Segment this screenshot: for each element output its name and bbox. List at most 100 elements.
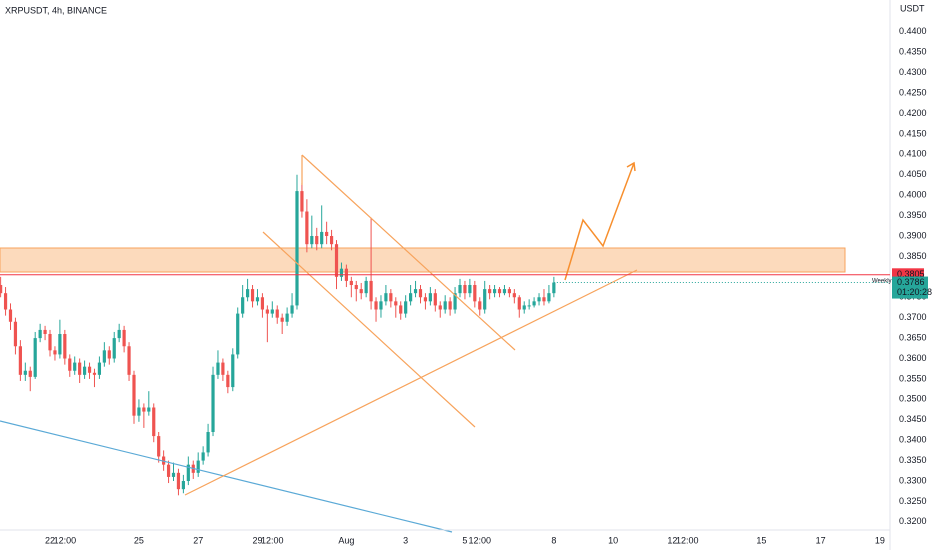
candle-body [468,285,472,294]
x-tick-label: 12:00 [676,535,699,545]
candle-body [428,293,432,302]
y-tick-label: 0.4100 [899,149,927,159]
candle-body [166,464,171,477]
candle-body [255,297,260,302]
x-tick-label: 17 [816,535,826,545]
symbol-title: XRPUSDT, 4h, BINANCE [5,5,107,15]
candle-body [53,350,57,355]
candle-body [216,362,220,375]
candle-body [413,289,418,294]
x-tick-label: 25 [134,535,144,545]
candle-body [137,407,141,416]
resistance-zone [0,247,846,273]
candle-body [157,436,161,457]
candle-body [107,350,111,359]
y-tick-label: 0.4150 [899,128,927,138]
level-name: Weekly [872,278,892,284]
candle-body [512,293,516,298]
candle-body [310,236,314,245]
y-tick-label: 0.3350 [899,455,927,465]
candle-body [8,309,13,322]
y-tick-label: 0.3850 [899,251,927,261]
candle-body [142,407,146,412]
candle-body [305,211,309,245]
candle-body [418,289,423,298]
candle-body [38,329,42,339]
candle-body [384,293,388,302]
candle-body [458,285,462,294]
candle-body [3,293,8,310]
candle-body [522,305,526,310]
support-line [184,269,638,496]
y-tick-label: 0.3200 [899,516,927,526]
candle-body [502,289,507,294]
candle-body [236,313,240,355]
candle-body [453,293,457,310]
zone-layer [0,247,846,273]
candle-body [152,407,156,437]
candle-body [147,407,151,412]
y-tick-label: 0.4050 [899,169,927,179]
candle-body [275,309,279,318]
candle-body [280,317,284,322]
candle-body [206,432,210,453]
candle-body [448,301,452,310]
candle-body [226,374,230,388]
candle-body [537,297,541,302]
candle-body [552,282,556,294]
candle-body [507,289,512,294]
x-tick-label: 12 [667,535,677,545]
candle-body [87,366,92,373]
x-tick-label: 12:00 [54,535,77,545]
candle-body [97,362,102,375]
candle-body [389,293,393,302]
candle-body [394,301,398,306]
x-tick-label: 3 [403,535,408,545]
candle-body [33,338,37,377]
candle-body [379,301,383,310]
x-tick-label: 5 [462,535,467,545]
x-tick-label: Aug [338,535,354,545]
candle-body [443,301,447,310]
candle-body [492,289,497,294]
candle-body [290,305,294,314]
candle-body [265,309,269,314]
candle-body [122,329,126,347]
y-tick-label: 0.4200 [899,108,927,118]
candle-body [349,280,353,286]
candle-body [102,350,106,363]
x-tick-label: 27 [193,535,203,545]
candle-body [43,329,47,335]
y-tick-label: 0.4300 [899,67,927,77]
y-tick-label: 0.3650 [899,332,927,342]
candle-body [488,289,492,294]
last-price-tag [892,276,928,299]
wedge-upper [301,154,516,351]
candle-body [399,305,403,314]
candle-body [423,297,428,302]
candle-body [28,370,32,377]
candle-body [542,297,546,302]
last-price-label: 0.3786 [897,277,925,287]
y-tick-label: 0.3300 [899,475,927,485]
candle-body [409,293,413,302]
candle-body [329,236,334,245]
x-tick-label: 8 [551,535,556,545]
candle-body [221,362,225,375]
candle-body [497,289,502,294]
currency-label: USDT [900,3,925,13]
candle-body [58,334,62,355]
y-tick-label: 0.3700 [899,312,927,322]
candle-body [463,285,467,294]
candle-body [300,191,304,212]
candle-body [473,285,477,302]
candle-body [186,464,190,482]
candles [0,174,556,496]
wedge-lower [262,231,476,428]
x-tick-label: 19 [875,535,885,545]
candle-body [285,313,289,322]
y-tick-label: 0.4250 [899,87,927,97]
y-tick-label: 0.4400 [899,26,927,36]
candle-body [201,452,205,461]
candle-body [241,297,245,314]
